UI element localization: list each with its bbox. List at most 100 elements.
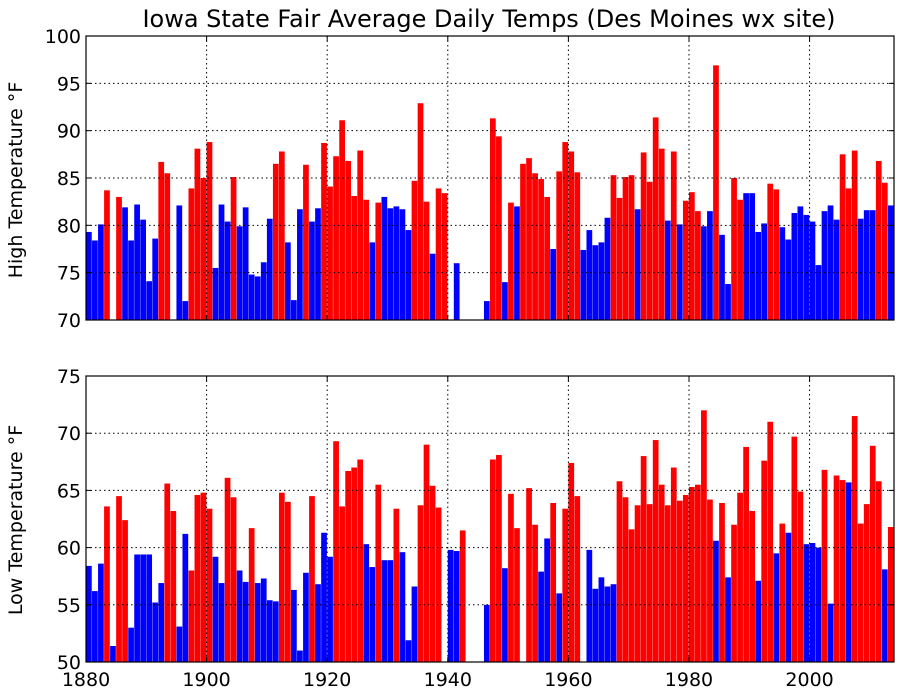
high-temp-bar-1880 — [86, 231, 92, 320]
high-temp-bar-1899 — [200, 178, 207, 320]
low-temp-bar-1918 — [315, 584, 321, 662]
high-temp-bar-1881 — [92, 240, 98, 320]
low-temp-bar-2007 — [851, 416, 858, 662]
high-temp-bar-1893 — [164, 173, 171, 320]
high-temp-bar-1962 — [580, 249, 587, 320]
high-temp-bar-1956 — [544, 196, 550, 320]
low-temp-bar-1953 — [526, 488, 532, 662]
low-temp-bar-1946 — [483, 604, 490, 662]
low-temp-bar-1941 — [453, 551, 460, 662]
low-temp-bar-1993 — [767, 421, 774, 662]
low-temp-bar-1998 — [797, 491, 804, 662]
low-temp-bar-2012 — [881, 569, 888, 662]
low-temp-bar-1996 — [785, 532, 792, 662]
xtick-label: 1900 — [182, 669, 230, 691]
chart-title: Iowa State Fair Average Daily Temps (Des… — [142, 5, 835, 33]
high-temp-bar-1890 — [146, 281, 153, 320]
low-temp-bar-1965 — [598, 577, 605, 662]
low-temp-bar-1910 — [266, 600, 273, 662]
high-temp-bar-1941 — [453, 263, 460, 320]
low-temp-bar-1987 — [731, 524, 737, 662]
high-temp-bar-2006 — [845, 188, 852, 320]
low-temp-bar-1880 — [86, 565, 92, 662]
low-temp-bar-1980 — [688, 486, 695, 662]
low-temp-bar-1957 — [550, 502, 557, 662]
high-temp-bar-1921 — [333, 156, 339, 320]
high-temp-bar-1964 — [592, 245, 599, 320]
high-temp-bar-2003 — [827, 205, 834, 320]
low-temp-bar-1961 — [574, 496, 581, 662]
low-temp-bar-1966 — [604, 586, 611, 662]
low-temp-bar-1973 — [646, 504, 653, 662]
low-temp-bar-1924 — [351, 467, 358, 662]
low-temp-bar-1923 — [345, 470, 352, 662]
high-temp-bar-1971 — [634, 209, 641, 320]
high-temp-bar-1897 — [188, 188, 195, 320]
high-temp-bar-1973 — [646, 181, 653, 320]
high-temp-bar-1926 — [363, 199, 370, 320]
low-temp-axis-label: Low Temperature °F — [5, 425, 27, 615]
low-temp-bar-1950 — [508, 493, 514, 662]
high-ytick-label: 100 — [45, 26, 81, 48]
high-temp-bar-1947 — [490, 118, 496, 320]
low-temp-bar-1963 — [586, 549, 593, 662]
high-temp-bar-1930 — [387, 208, 394, 320]
high-temp-bar-1892 — [158, 161, 165, 320]
high-temp-bar-2011 — [875, 160, 882, 320]
low-temp-bar-1925 — [357, 459, 364, 662]
low-temp-bar-1986 — [725, 577, 731, 662]
high-temp-bar-1950 — [508, 202, 514, 320]
high-temp-bar-1936 — [423, 201, 430, 320]
high-temp-bar-1965 — [598, 242, 605, 320]
low-temp-bar-1926 — [363, 544, 370, 662]
high-temp-bar-1974 — [652, 117, 659, 320]
low-temp-bar-2005 — [839, 480, 846, 662]
low-temp-bar-1982 — [701, 410, 707, 662]
low-ytick-label: 50 — [57, 652, 81, 674]
xtick-label: 1960 — [544, 669, 592, 691]
high-temp-bar-1987 — [731, 178, 737, 320]
low-temp-bar-1984 — [713, 540, 719, 662]
low-temp-bar-1969 — [622, 497, 629, 662]
high-temp-bar-1907 — [248, 274, 255, 320]
low-temp-bar-1887 — [128, 627, 134, 662]
high-temp-bar-1935 — [417, 103, 424, 321]
low-temp-bar-1991 — [755, 580, 762, 662]
low-temp-bar-2013 — [887, 527, 894, 662]
high-temp-bar-1970 — [628, 175, 635, 320]
low-temp-bar-1974 — [652, 440, 659, 662]
high-temp-bar-1900 — [206, 142, 213, 320]
low-temp-bar-1881 — [92, 591, 98, 662]
low-temp-bar-1937 — [429, 485, 436, 662]
low-temp-bar-1955 — [538, 571, 544, 662]
high-temp-bar-2007 — [851, 150, 858, 320]
low-temp-bar-1928 — [375, 484, 382, 662]
high-temp-bar-2013 — [887, 205, 894, 320]
high-temp-bar-1978 — [676, 224, 683, 320]
low-temp-bar-1989 — [743, 446, 749, 662]
low-temp-bar-1890 — [146, 554, 153, 662]
low-temp-bar-1988 — [737, 492, 743, 662]
high-temp-bar-1967 — [610, 175, 617, 320]
high-temp-bar-1975 — [658, 148, 665, 320]
high-temp-bar-1961 — [574, 172, 581, 320]
low-ytick-label: 65 — [57, 480, 81, 502]
low-temp-bar-1947 — [490, 459, 496, 662]
high-temp-bar-1990 — [749, 193, 756, 320]
high-temp-bar-1925 — [357, 150, 364, 320]
high-temp-bar-1957 — [550, 249, 557, 320]
high-temp-bar-1981 — [695, 211, 701, 320]
high-temp-bar-1999 — [803, 214, 810, 320]
high-temp-bar-1992 — [761, 223, 768, 320]
low-temp-bar-1978 — [676, 500, 683, 662]
low-temp-bar-1959 — [562, 508, 569, 662]
high-temp-bar-1998 — [797, 206, 804, 320]
xtick-label: 1940 — [424, 669, 472, 691]
low-temp-bar-1985 — [719, 502, 725, 662]
low-temp-bar-1956 — [544, 538, 550, 662]
high-temp-bar-1931 — [393, 206, 400, 320]
low-temp-bar-2006 — [845, 482, 852, 662]
high-temp-bar-2004 — [833, 219, 840, 320]
xtick-label: 1980 — [665, 669, 713, 691]
